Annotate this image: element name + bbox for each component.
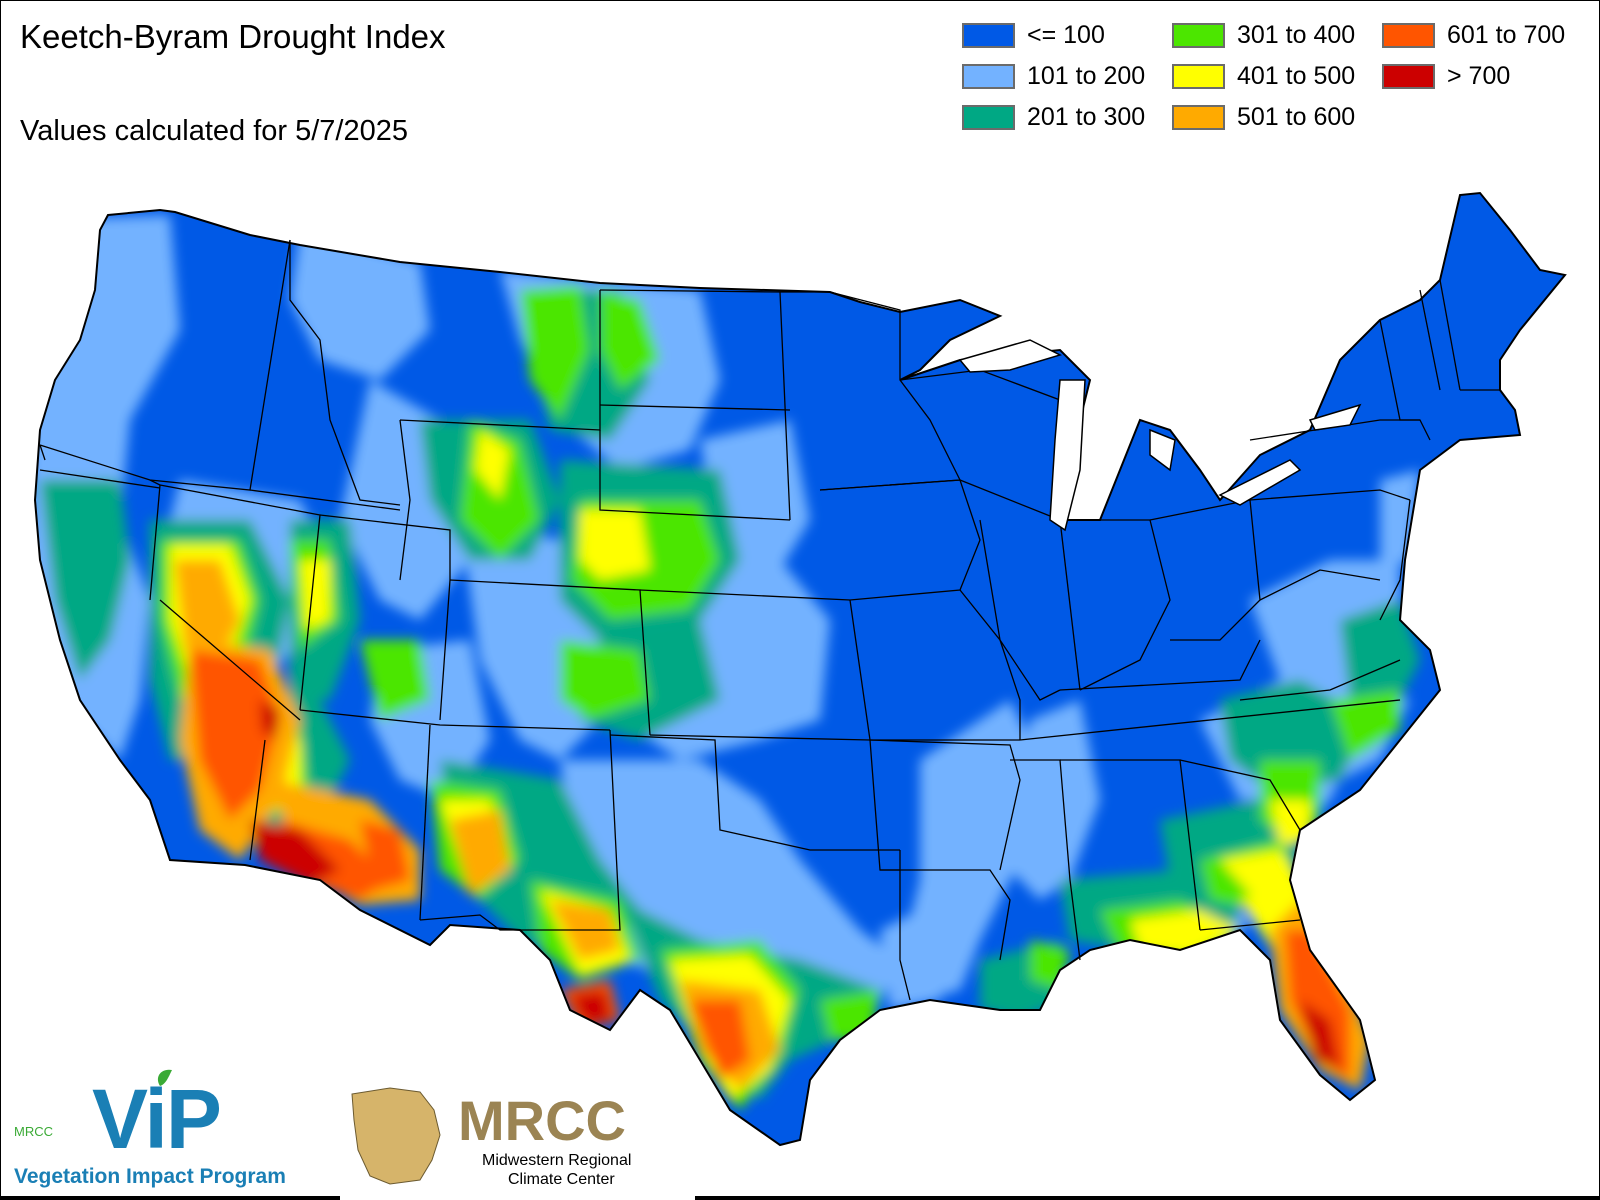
mrcc-logo-line2: Climate Center	[508, 1171, 615, 1188]
vip-logo-tagline: Vegetation Impact Program	[14, 1165, 286, 1188]
legend-item: 501 to 600	[1172, 102, 1355, 132]
drought-fill-layer	[35, 193, 1565, 1145]
legend-swatch	[1172, 22, 1225, 48]
mrcc-logo-line1: Midwestern Regional	[482, 1152, 631, 1169]
legend-label: 301 to 400	[1237, 20, 1356, 49]
vip-logo-big-text: ViP	[92, 1072, 220, 1166]
vip-logo: MRCC ViP Vegetation Impact Program	[14, 1069, 286, 1188]
legend-item: 401 to 500	[1172, 61, 1355, 91]
leaf-icon	[157, 1069, 172, 1086]
state-boundaries	[39, 239, 1500, 1001]
legend-item: > 700	[1382, 61, 1510, 91]
legend-label: <= 100	[1027, 20, 1105, 49]
legend-label: 501 to 600	[1237, 102, 1356, 131]
mrcc-logo: MRCC Midwestern Regional Climate Center	[351, 1087, 631, 1188]
bottom-border	[0, 1196, 1600, 1200]
legend-label: 201 to 300	[1027, 102, 1146, 131]
legend-swatch	[962, 63, 1015, 89]
midwest-region-icon	[351, 1087, 441, 1185]
legend-label: 401 to 500	[1237, 61, 1356, 90]
legend-item: 201 to 300	[962, 102, 1145, 132]
great-lakes	[958, 339, 1362, 532]
legend-item: <= 100	[962, 20, 1105, 50]
legend-swatch	[1172, 104, 1225, 130]
legend-label: 601 to 700	[1447, 20, 1566, 49]
map-subtitle: Values calculated for 5/7/2025	[20, 115, 409, 147]
map-title: Keetch-Byram Drought Index	[20, 18, 446, 55]
vip-logo-small-text: MRCC	[14, 1124, 53, 1139]
class-over-700-regions	[250, 700, 1340, 1070]
legend-label: > 700	[1447, 61, 1511, 90]
legend-swatch	[962, 104, 1015, 130]
mrcc-logo-big-text: MRCC	[458, 1089, 626, 1152]
legend-swatch	[962, 22, 1015, 48]
legend-item: 101 to 200	[962, 61, 1145, 91]
legend-swatch	[1382, 22, 1435, 48]
legend-label: 101 to 200	[1027, 61, 1146, 90]
legend-swatch	[1172, 63, 1225, 89]
legend: <= 100 101 to 200 201 to 300 301 to 400 …	[962, 20, 1592, 140]
legend-swatch	[1382, 63, 1435, 89]
legend-item: 301 to 400	[1172, 20, 1355, 50]
legend-item: 601 to 700	[1382, 20, 1565, 50]
bottom-border-gap	[340, 1196, 695, 1200]
